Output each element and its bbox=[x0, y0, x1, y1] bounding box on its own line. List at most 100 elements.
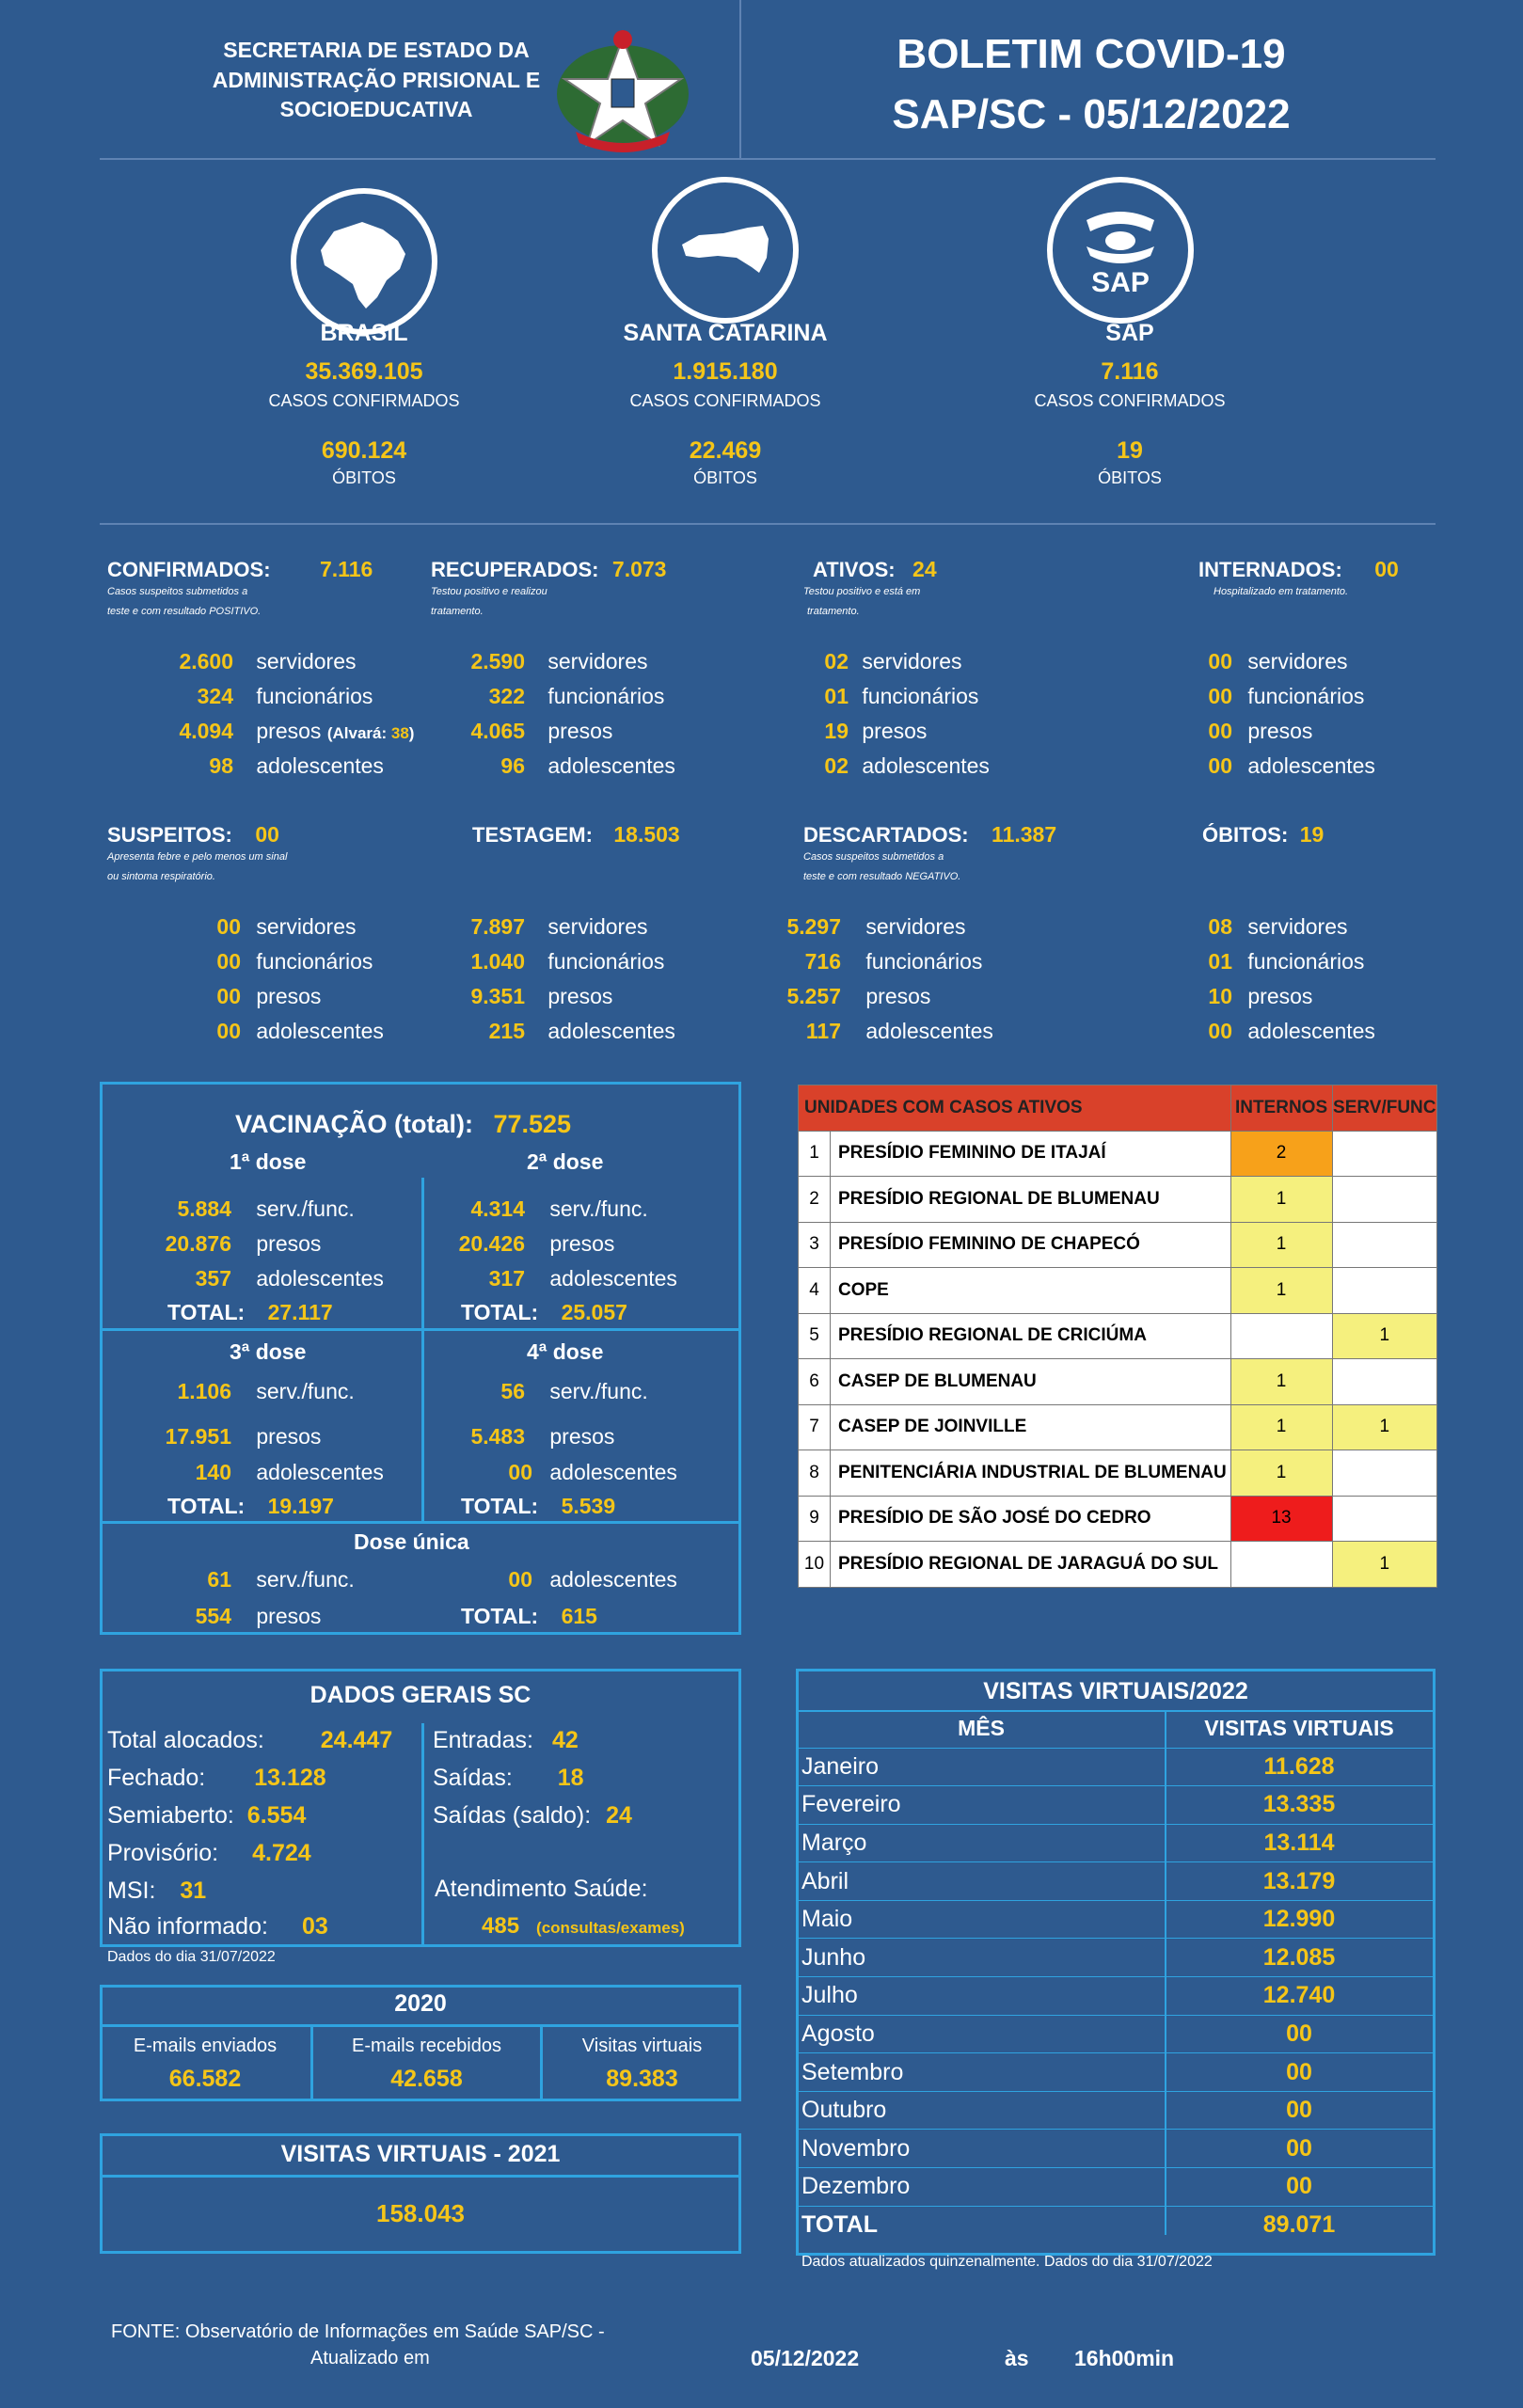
region-deaths-label: ÓBITOS bbox=[1098, 468, 1162, 487]
row-index: 7 bbox=[798, 1403, 831, 1450]
row-index: 4 bbox=[798, 1267, 831, 1314]
row-label: funcionários bbox=[256, 684, 373, 708]
footer-time: 16h00min bbox=[1074, 2346, 1175, 2370]
brazil-circle bbox=[291, 188, 437, 335]
table-row: Fevereiro 13.335 bbox=[798, 1785, 1434, 1825]
total-label: TOTAL: bbox=[167, 1300, 246, 1324]
region-name: SAP bbox=[1105, 320, 1154, 346]
row-value: 5.483 bbox=[470, 1424, 525, 1449]
row-value: 02 bbox=[824, 753, 849, 778]
emails-received-label: E-mails recebidos bbox=[352, 2036, 501, 2056]
row-label: adolescentes bbox=[862, 753, 990, 778]
group-row: 117 adolescentes bbox=[743, 1019, 993, 1044]
serv-func-count bbox=[1331, 1495, 1438, 1542]
group-suspeitos: SUSPEITOS: 00 Apresenta febre e pelo men… bbox=[107, 822, 287, 887]
row-label: funcionários bbox=[1247, 949, 1365, 974]
month-cell: Março bbox=[798, 1824, 1165, 1863]
group-internados: INTERNADOS: 00 Hospitalizado em tratamen… bbox=[1198, 557, 1399, 602]
total-value: 19.197 bbox=[267, 1494, 334, 1518]
row-label: funcionários bbox=[547, 949, 665, 974]
internos-count bbox=[1230, 1541, 1333, 1588]
row-label: serv./func. bbox=[256, 1379, 355, 1403]
footer-updated-label: Atualizado em bbox=[310, 2348, 430, 2368]
row-label: funcionários bbox=[256, 949, 373, 974]
region-cases-label: CASOS CONFIRMADOS bbox=[268, 391, 460, 410]
dose2-row: 4.314 serv./func. bbox=[433, 1196, 647, 1222]
row-value: 2.600 bbox=[179, 649, 233, 673]
row-value: 00 bbox=[1208, 719, 1232, 743]
footer-source: FONTE: Observatório de Informações em Sa… bbox=[111, 2321, 605, 2342]
dose2-row: 317 adolescentes bbox=[433, 1266, 677, 1291]
row-label: servidores bbox=[862, 649, 962, 673]
group-value: 7.073 bbox=[611, 557, 667, 581]
total-row: TOTAL 89.071 bbox=[798, 2206, 1434, 2244]
active-units-table: UNIDADES COM CASOS ATIVOS INTERNOS SERV/… bbox=[798, 1085, 1438, 1588]
month-cell: Junho bbox=[798, 1938, 1165, 1978]
row-value: 00 bbox=[216, 984, 241, 1008]
row-label: serv./func. bbox=[256, 1567, 355, 1592]
row-label: servidores bbox=[1247, 649, 1348, 673]
group-label: SUSPEITOS: bbox=[107, 823, 232, 847]
dados-row: Saídas: 18 bbox=[433, 1765, 584, 1792]
month-cell: Janeiro bbox=[798, 1748, 1165, 1787]
row-value: 00 bbox=[216, 1019, 241, 1043]
year-2020-divider bbox=[310, 2026, 313, 2101]
visits-cell: 13.179 bbox=[1165, 1861, 1434, 1901]
month-cell: Julho bbox=[798, 1976, 1165, 2016]
row-value: 18 bbox=[557, 1765, 584, 1791]
visits-cell: 13.335 bbox=[1165, 1785, 1434, 1825]
dose3-row: 1.106 serv./func. bbox=[132, 1379, 355, 1404]
row-value: 5.884 bbox=[177, 1196, 231, 1221]
dose4-row: 56 serv./func. bbox=[433, 1379, 648, 1404]
row-label: Saídas (saldo): bbox=[433, 1802, 592, 1829]
row-label: presos bbox=[547, 984, 613, 1008]
group-label: DESCARTADOS: bbox=[803, 823, 969, 847]
internos-count: 1 bbox=[1230, 1450, 1333, 1497]
row-label: adolescentes bbox=[1247, 1019, 1375, 1043]
dados-row: Semiaberto: 6.554 bbox=[107, 1802, 306, 1830]
group-row: 19 presos bbox=[781, 719, 927, 744]
dados-row: MSI: 31 bbox=[107, 1877, 206, 1905]
table-row: Junho 12.085 bbox=[798, 1938, 1434, 1978]
total-value: 27.117 bbox=[267, 1300, 333, 1324]
row-value: 7.897 bbox=[470, 914, 525, 939]
group-row: 00 adolescentes bbox=[1176, 753, 1375, 779]
region-cases-label: CASOS CONFIRMADOS bbox=[629, 391, 821, 410]
single-row: 61 serv./func. bbox=[132, 1567, 355, 1592]
row-label: adolescentes bbox=[256, 1019, 384, 1043]
region-cases: 1.915.180 bbox=[673, 358, 778, 385]
dose2-label: 2ª dose bbox=[527, 1149, 604, 1174]
saude-label: Atendimento Saúde: bbox=[435, 1876, 648, 1902]
group-row: 322 funcionários bbox=[423, 684, 665, 709]
header-rule bbox=[100, 158, 1436, 160]
row-label: serv./func. bbox=[549, 1379, 648, 1403]
row-value: 140 bbox=[195, 1460, 231, 1484]
alvara-value: 38 bbox=[390, 724, 409, 742]
table-header: UNIDADES COM CASOS ATIVOS INTERNOS SERV/… bbox=[798, 1085, 1438, 1132]
visits-2021-title: VISITAS VIRTUAIS - 2021 bbox=[280, 2141, 561, 2167]
visits-2022-note: Dados atualizados quinzenalmente. Dados … bbox=[801, 2254, 1213, 2270]
visits-cell: 00 bbox=[1165, 2015, 1434, 2054]
single-row: 554 presos bbox=[132, 1604, 322, 1629]
group-label: ATIVOS: bbox=[813, 558, 896, 581]
group-label: RECUPERADOS: bbox=[431, 558, 599, 581]
single-total: TOTAL: 615 bbox=[461, 1604, 597, 1629]
group-note: ou sintoma respiratório. bbox=[107, 870, 215, 882]
unit-name: PRESÍDIO REGIONAL DE BLUMENAU bbox=[830, 1176, 1231, 1223]
table-row: Janeiro 11.628 bbox=[798, 1748, 1434, 1787]
row-label: Fechado: bbox=[107, 1765, 206, 1791]
row-value: 61 bbox=[207, 1567, 231, 1592]
row-label: adolescentes bbox=[256, 1266, 384, 1291]
dose1-row: 5.884 serv./func. bbox=[132, 1196, 354, 1222]
row-index: 9 bbox=[798, 1495, 831, 1542]
region-cases: 7.116 bbox=[1101, 358, 1159, 385]
row-value: 00 bbox=[508, 1567, 532, 1592]
row-value: 322 bbox=[488, 684, 525, 708]
dose2-row: 20.426 presos bbox=[433, 1231, 615, 1257]
dose4-label: 4ª dose bbox=[527, 1339, 604, 1364]
virtual-visits-value: 89.383 bbox=[606, 2066, 678, 2092]
month-cell: Agosto bbox=[798, 2015, 1165, 2054]
group-row: 02 servidores bbox=[781, 649, 962, 674]
group-row: 00 servidores bbox=[132, 914, 356, 940]
visits-cell: 00 bbox=[1165, 2129, 1434, 2169]
